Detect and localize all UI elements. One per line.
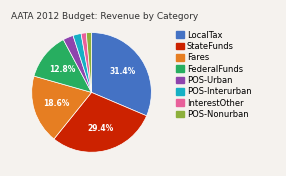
Wedge shape — [32, 76, 92, 139]
Wedge shape — [73, 33, 92, 92]
Wedge shape — [86, 33, 92, 92]
Text: 29.4%: 29.4% — [88, 124, 114, 133]
Text: 12.8%: 12.8% — [49, 65, 76, 74]
Text: 31.4%: 31.4% — [109, 67, 136, 76]
Legend: LocalTax, StateFunds, Fares, FederalFunds, POS-Urban, POS-Interurban, InterestOt: LocalTax, StateFunds, Fares, FederalFund… — [176, 31, 251, 119]
Wedge shape — [92, 33, 151, 116]
Text: AATA 2012 Budget: Revenue by Category: AATA 2012 Budget: Revenue by Category — [11, 12, 199, 21]
Wedge shape — [54, 92, 147, 152]
Wedge shape — [34, 40, 92, 92]
Wedge shape — [63, 36, 92, 92]
Wedge shape — [81, 33, 92, 92]
Text: 18.6%: 18.6% — [43, 99, 69, 108]
